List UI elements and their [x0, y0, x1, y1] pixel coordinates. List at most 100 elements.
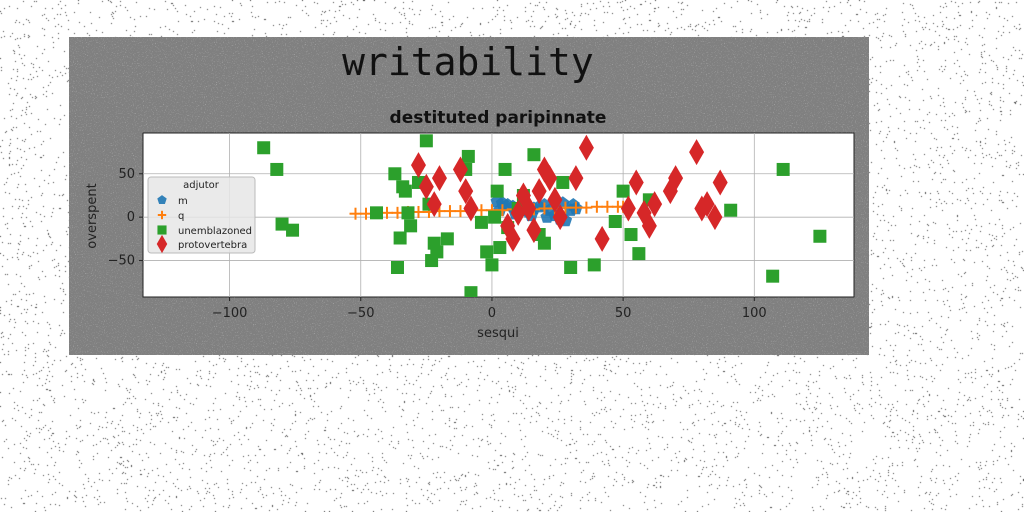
data-marks [257, 134, 827, 297]
point-square [388, 167, 402, 181]
legend-marker-square [157, 225, 167, 235]
point-square [813, 229, 827, 243]
legend-entry-q: q [178, 211, 184, 222]
point-plus [580, 201, 593, 214]
x-tick-label: −50 [347, 306, 374, 321]
point-diamond [463, 195, 479, 222]
point-square [490, 184, 504, 198]
point-square [275, 217, 289, 231]
legend-markers [156, 195, 168, 254]
point-square [461, 149, 475, 163]
point-diamond [458, 178, 474, 205]
point-diamond [552, 204, 568, 231]
point-diamond [628, 169, 644, 196]
chart-title: destituted paripinnate [390, 108, 607, 128]
point-diamond [647, 191, 663, 218]
point-diamond [510, 199, 526, 226]
point-square [440, 232, 454, 246]
point-square [537, 236, 551, 250]
point-square [624, 228, 638, 242]
point-square [286, 223, 300, 237]
x-tick-label: 0 [488, 306, 496, 321]
legend-title: adjutor [183, 180, 220, 191]
x-tick-label: 50 [615, 306, 632, 321]
point-square [419, 134, 433, 148]
point-diamond [410, 152, 426, 179]
point-diamond [500, 212, 516, 239]
x-axis-label: sesqui [477, 326, 519, 341]
point-square [776, 162, 790, 176]
x-tick-label: −100 [212, 306, 248, 321]
point-square [556, 175, 570, 189]
point-square [464, 286, 478, 297]
point-plus [590, 200, 603, 213]
point-plus [349, 207, 362, 220]
point-diamond [641, 212, 657, 239]
point-diamond [418, 173, 434, 200]
point-square [564, 260, 578, 274]
axis-ticks: −100 −50 0 50 100 −50 0 50 [108, 167, 767, 321]
point-diamond [578, 134, 594, 161]
point-square [430, 245, 444, 259]
point-square [488, 210, 502, 224]
point-square [498, 162, 512, 176]
point-square [766, 269, 780, 283]
point-square [527, 148, 541, 162]
y-tick-label: 50 [118, 167, 135, 182]
point-diamond [452, 156, 468, 183]
point-square [493, 241, 507, 255]
point-diamond [531, 178, 547, 205]
point-square [608, 215, 622, 229]
point-diamond [620, 195, 636, 222]
point-square [270, 162, 284, 176]
point-diamond [505, 225, 521, 252]
point-square [724, 203, 738, 217]
point-plus [569, 201, 582, 214]
x-tick-label: 100 [742, 306, 767, 321]
point-square [393, 231, 407, 245]
point-diamond [568, 165, 584, 192]
point-square [401, 206, 415, 220]
point-plus [454, 205, 467, 218]
legend-marker-plus [157, 210, 167, 220]
point-square [616, 184, 630, 198]
point-diamond [547, 186, 563, 213]
point-diamond [526, 217, 542, 244]
point-square [370, 206, 384, 220]
point-plus [538, 202, 551, 215]
point-diamond [521, 195, 537, 222]
point-square [632, 247, 646, 261]
point-diamond [668, 165, 684, 192]
y-axis-label: overspent [85, 183, 100, 248]
y-tick-label: 0 [127, 210, 135, 225]
point-square [474, 215, 488, 229]
point-square [587, 258, 601, 272]
point-diamond [689, 139, 705, 166]
y-tick-label: −50 [108, 254, 135, 269]
legend-box [147, 176, 256, 254]
legend-entry-m: m [178, 196, 188, 207]
series-2 [257, 134, 827, 297]
series-3 [410, 134, 728, 252]
point-diamond [594, 225, 610, 252]
legend-entry-protovertebra: protovertebra [178, 240, 247, 251]
point-square [398, 184, 412, 198]
point-square [404, 219, 418, 233]
legend-entry-unemblazoned: unemblazoned [178, 226, 252, 237]
point-diamond [542, 165, 558, 192]
point-diamond [712, 169, 728, 196]
legend-marker-pentagon [157, 195, 167, 204]
point-diamond [431, 165, 447, 192]
point-plus [443, 205, 456, 218]
point-square [480, 245, 494, 259]
legend: adjutor m q unemblazoned protovertebra [147, 176, 256, 254]
point-diamond [426, 191, 442, 218]
figure-suptitle: writability [342, 40, 594, 84]
point-diamond [707, 204, 723, 231]
point-square [257, 141, 271, 155]
point-plus [496, 204, 509, 217]
point-square [485, 258, 499, 272]
point-diamond [699, 191, 715, 218]
